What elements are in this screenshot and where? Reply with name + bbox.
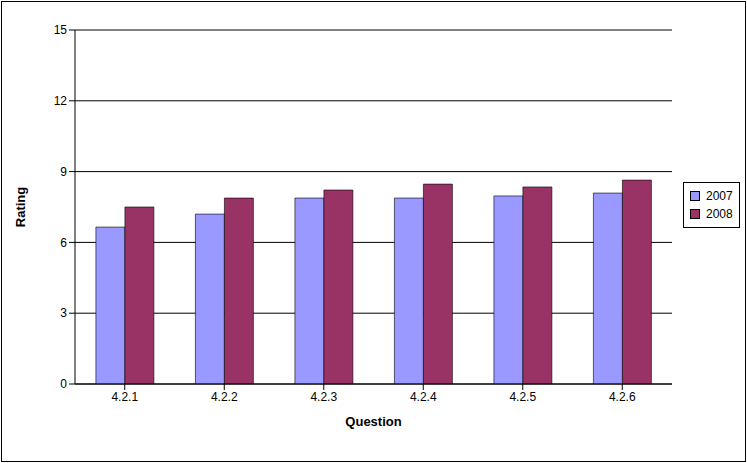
svg-text:3: 3 [60,306,67,320]
svg-text:9: 9 [60,165,67,179]
svg-text:4.2.1: 4.2.1 [111,390,138,404]
svg-text:4.2.3: 4.2.3 [310,390,337,404]
html-text:2007: 2007 [706,189,733,203]
svg-text:6: 6 [60,236,67,250]
svg-text:12: 12 [54,94,68,108]
svg-text:4.2.4: 4.2.4 [410,390,437,404]
svg-text:15: 15 [54,23,68,37]
svg-text:Question: Question [345,414,401,429]
svg-text:0: 0 [60,377,67,391]
svg-text:4.2.6: 4.2.6 [609,390,636,404]
svg-text:4.2.5: 4.2.5 [509,390,536,404]
svg-text:Rating: Rating [13,187,28,228]
svg-text:4.2.2: 4.2.2 [211,390,238,404]
html-text:2008: 2008 [706,207,733,221]
